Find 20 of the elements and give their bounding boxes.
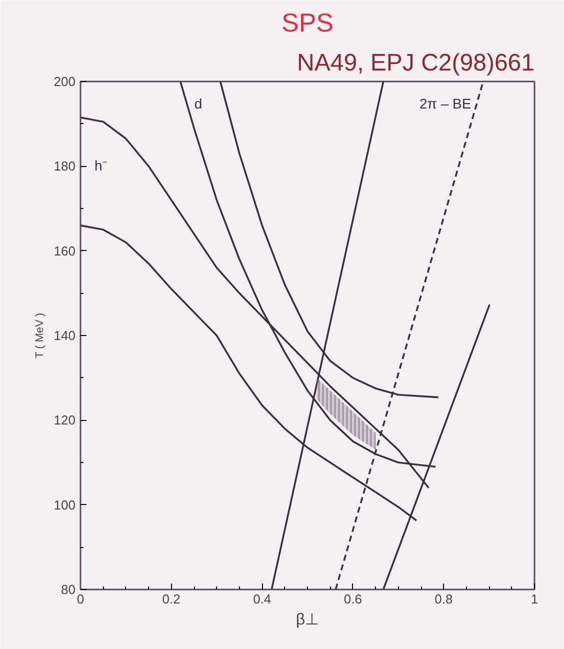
series-label: d (194, 96, 202, 112)
series-label: 2π – BE (420, 96, 472, 112)
y-tick-label: 100 (54, 497, 76, 512)
y-tick-label: 140 (54, 328, 76, 343)
y-tick-label: 180 (54, 158, 76, 174)
chart-title: SPS (281, 8, 334, 38)
x-tick-label: 1 (530, 592, 538, 606)
x-tick-label: 0.4 (253, 592, 272, 606)
y-tick-label: 80 (61, 582, 76, 597)
y-tick-label: 160 (54, 243, 76, 258)
chart-subtitle: NA49, EPJ C2(98)661 (297, 50, 535, 76)
y-tick-label: 200 (54, 74, 76, 89)
x-tick-label: 0.6 (344, 592, 362, 606)
x-tick-label: 0.2 (162, 592, 180, 606)
series-label: h⁻ (94, 157, 108, 174)
x-tick-label: 0 (76, 592, 84, 606)
y-tick-label: 120 (54, 412, 76, 428)
x-axis-title: β⊥ (296, 612, 320, 628)
y-axis-title: T ( MeV ) (34, 312, 46, 358)
x-tick-label: 0.8 (434, 592, 453, 606)
